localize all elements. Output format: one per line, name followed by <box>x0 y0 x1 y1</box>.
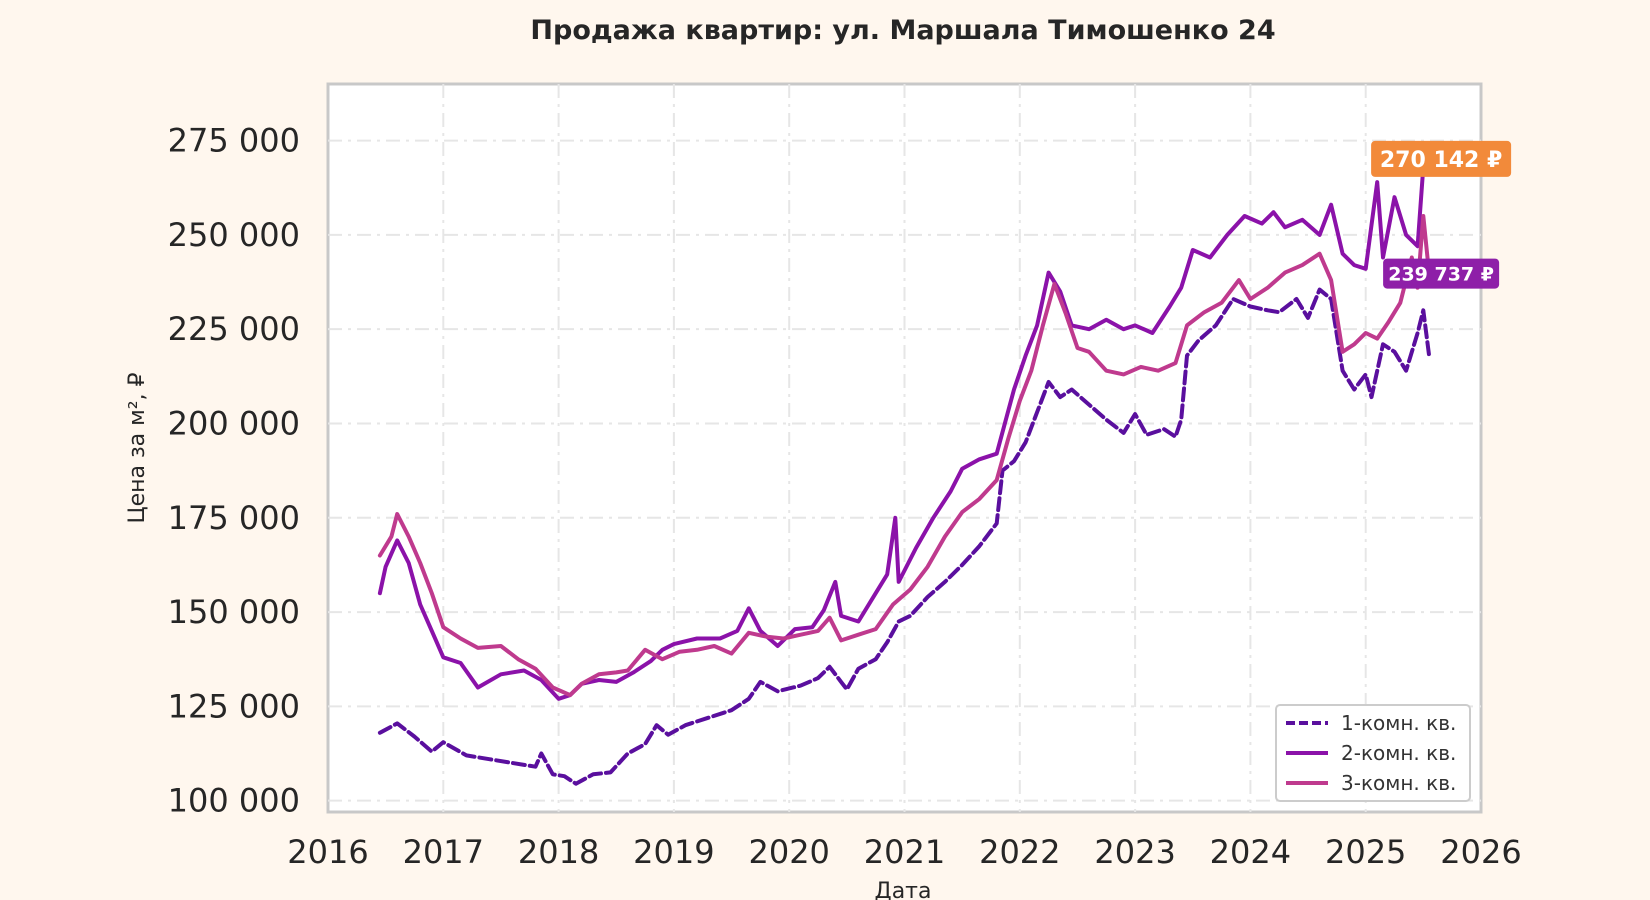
x-tick-label: 2018 <box>518 833 599 871</box>
x-tick-label: 2026 <box>1440 833 1521 871</box>
y-tick-label: 200 000 <box>168 404 300 442</box>
legend-entry-2: 2-комн. кв. <box>1341 741 1456 765</box>
y-tick-label: 175 000 <box>168 499 300 537</box>
x-tick-label: 2021 <box>864 833 945 871</box>
legend-entry-1: 1-комн. кв. <box>1341 711 1456 735</box>
x-axis-ticks: 2016 2017 2018 2019 2020 2021 2022 2023 2024 2025… <box>287 833 1521 871</box>
annotation-layer: 270 142 ₽ 239 737 ₽ <box>1371 140 1512 289</box>
x-tick-label: 2024 <box>1210 833 1291 871</box>
series-line-1 <box>377 287 1432 786</box>
x-tick-label: 2020 <box>748 833 829 871</box>
x-axis-label: Дата <box>875 879 932 900</box>
y-axis-label: Цена за м², ₽ <box>125 372 150 523</box>
value-badge-2: 239 737 ₽ <box>1383 258 1500 289</box>
legend-entry-3: 3-комн. кв. <box>1341 771 1456 795</box>
y-tick-label: 125 000 <box>168 687 300 725</box>
x-tick-label: 2019 <box>633 833 714 871</box>
chart-title: Продажа квартир: ул. Маршала Тимошенко 2… <box>530 15 1275 46</box>
value-badge-text: 239 737 ₽ <box>1388 263 1494 285</box>
series-layer <box>377 156 1432 786</box>
y-tick-label: 100 000 <box>168 782 300 820</box>
x-tick-label: 2022 <box>979 833 1060 871</box>
series-line-2 <box>377 156 1432 701</box>
value-badge-bg <box>1383 258 1500 289</box>
x-tick-label: 2017 <box>403 833 484 871</box>
series-line-3 <box>377 214 1432 698</box>
value-badge-bg <box>1371 140 1512 177</box>
x-tick-label: 2023 <box>1094 833 1175 871</box>
x-tick-label: 2025 <box>1325 833 1406 871</box>
y-tick-label: 225 000 <box>168 310 300 348</box>
value-badge-1: 270 142 ₽ <box>1371 140 1512 177</box>
legend-box <box>1275 704 1471 802</box>
y-tick-label: 275 000 <box>168 122 300 160</box>
legend: 1-комн. кв. 2-комн. кв. 3-комн. кв. <box>1275 704 1471 802</box>
y-tick-label: 150 000 <box>168 593 300 631</box>
value-badge-text: 270 142 ₽ <box>1380 148 1502 173</box>
y-axis-ticks: 100 000 125 000 150 000 175 000 200 000 225 0… <box>168 122 300 820</box>
x-tick-label: 2016 <box>287 833 368 871</box>
y-tick-label: 250 000 <box>168 216 300 254</box>
